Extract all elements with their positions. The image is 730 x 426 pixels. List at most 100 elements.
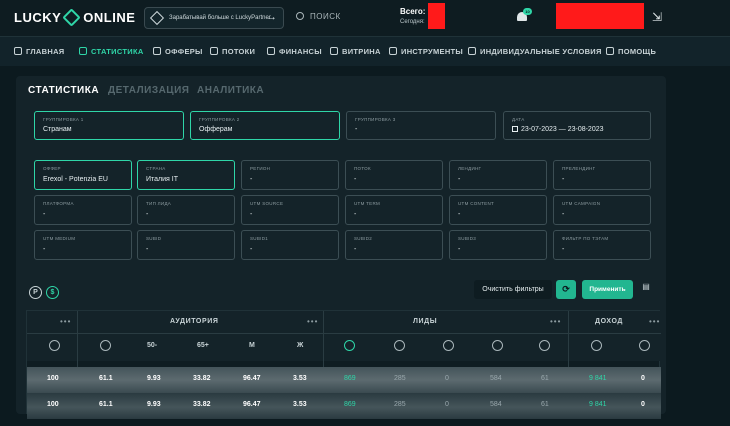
table-header: ••• АУДИТОРИЯ ••• ЛИДЫ ••• ДОХОД ••• 50-… — [27, 311, 661, 361]
column-menu-icon[interactable]: ••• — [60, 317, 72, 326]
filter-utm-content[interactable]: UTM CONTENT - — [449, 195, 547, 225]
balance-block: Всего: Сегодня: — [400, 6, 425, 28]
bell-shape — [517, 12, 527, 21]
filter-subid[interactable]: SUBID - — [137, 230, 235, 260]
leads-trash-icon — [539, 340, 550, 351]
filter-offer[interactable]: ОФФЕР Erexol - Potenzia EU — [34, 160, 132, 190]
group-header-revenue: ДОХОД — [595, 318, 623, 325]
help-icon — [606, 47, 614, 55]
logo-text-left: LUCKY — [14, 10, 62, 25]
diamond-icon — [149, 10, 165, 26]
notification-bell-icon[interactable]: 10 — [517, 8, 532, 22]
wallet-icon — [267, 47, 275, 55]
tools-icon — [389, 47, 397, 55]
grouping-3-select[interactable]: ГРУППИРОВКА 3 - — [346, 111, 496, 140]
flows-icon — [210, 47, 218, 55]
search-input[interactable]: ПОИСК — [296, 12, 341, 21]
nav-item-finance[interactable]: ФИНАНСЫ — [267, 47, 322, 56]
table-row[interactable]: 100 61.1 9.93 33.82 96.47 3.53 869 285 0… — [27, 393, 661, 419]
filter-utm-medium[interactable]: UTM MEDIUM - — [34, 230, 132, 260]
clear-filters-button[interactable]: Очистить фильтры — [474, 280, 552, 299]
apply-button[interactable]: Применить — [582, 280, 633, 299]
grouping-1-select[interactable]: ГРУППИРОВКА 1 Странам — [34, 111, 184, 140]
nav-item-statistics[interactable]: СТАТИСТИКА — [79, 47, 144, 56]
tab-statistics[interactable]: СТАТИСТИКА — [28, 85, 100, 96]
statistics-table: ••• АУДИТОРИЯ ••• ЛИДЫ ••• ДОХОД ••• 50-… — [26, 310, 661, 419]
filter-platform[interactable]: ПЛАТФОРМА - — [34, 195, 132, 225]
group-header-leads: ЛИДЫ — [413, 318, 438, 325]
leads-approved-icon — [394, 340, 405, 351]
main-nav: ГЛАВНАЯ СТАТИСТИКА ОФФЕРЫ ПОТОКИ ФИНАНСЫ… — [0, 36, 730, 66]
filter-subid3[interactable]: SUBID3- — [449, 230, 547, 260]
nav-item-home[interactable]: ГЛАВНАЯ — [14, 47, 64, 56]
column-menu-icon[interactable]: ••• — [649, 317, 661, 326]
search-label: ПОИСК — [310, 12, 341, 21]
leads-hold-icon — [443, 340, 454, 351]
leads-rejected-icon — [492, 340, 503, 351]
header-divider — [27, 333, 661, 334]
filter-subid2[interactable]: SUBID2- — [345, 230, 443, 260]
filter-country[interactable]: СТРАНА Италия IT — [137, 160, 235, 190]
redacted-user — [556, 3, 644, 29]
tab-analytics[interactable]: АНАЛИТИКА — [197, 85, 265, 96]
calendar-icon — [512, 126, 518, 132]
filter-lead-type[interactable]: ТИП ЛИДА - — [137, 195, 235, 225]
col-male: М — [249, 342, 255, 349]
filter-prelanding[interactable]: ПРЕЛЕНДИНГ - — [553, 160, 651, 190]
chart-icon — [79, 47, 87, 55]
filter-landing[interactable]: ЛЕНДИНГ - — [449, 160, 547, 190]
audience-chart-icon — [100, 340, 111, 351]
filter-utm-term[interactable]: UTM TERM - — [345, 195, 443, 225]
grid-icon — [14, 47, 22, 55]
revenue-hold-icon — [639, 340, 650, 351]
col-female: Ж — [297, 342, 304, 349]
notification-badge: 10 — [523, 8, 532, 15]
filter-subid1[interactable]: SUBID1- — [241, 230, 339, 260]
arrow-right-icon: → — [266, 11, 277, 23]
refresh-icon: ⟳ — [562, 284, 570, 294]
offers-icon — [153, 47, 161, 55]
balance-total-label: Всего: — [400, 7, 426, 16]
column-divider — [323, 311, 324, 415]
filter-flow[interactable]: ПОТОК - — [345, 160, 443, 190]
logo-text-right: ONLINE — [83, 10, 136, 25]
filter-utm-source[interactable]: UTM SOURCE - — [241, 195, 339, 225]
leads-total-icon — [344, 340, 355, 351]
redacted-balance — [428, 3, 445, 29]
showcase-icon — [330, 47, 338, 55]
logo[interactable]: LUCKY ONLINE — [14, 8, 136, 27]
date-range-picker[interactable]: ДАТА 23-07-2023 — 23-08-2023 — [503, 111, 651, 140]
promo-banner[interactable]: Зарабатывай больше с LuckyPartner → — [144, 7, 284, 29]
balance-today-label: Сегодня: — [400, 19, 425, 25]
nav-item-flows[interactable]: ПОТОКИ — [210, 47, 255, 56]
table-row[interactable]: 100 61.1 9.93 33.82 96.47 3.53 869 285 0… — [27, 367, 661, 393]
grouping-2-select[interactable]: ГРУППИРОВКА 2 Офферам — [190, 111, 340, 140]
search-icon — [296, 12, 304, 20]
tab-details[interactable]: ДЕТАЛИЗАЦИЯ — [108, 85, 190, 96]
col-age-65: 65+ — [197, 342, 209, 349]
currency-toggle-icon[interactable]: $ — [46, 286, 59, 299]
group-header-audience: АУДИТОРИЯ — [170, 318, 219, 325]
clicks-icon — [49, 340, 60, 351]
filter-region[interactable]: РЕГИОН - — [241, 160, 339, 190]
refresh-button[interactable]: ⟳ — [556, 280, 576, 299]
logo-mark-icon — [62, 8, 81, 27]
nav-item-offers[interactable]: ОФФЕРЫ — [153, 47, 203, 56]
promo-text: Зарабатывай больше с LuckyPartner — [169, 15, 271, 21]
star-icon — [468, 47, 476, 55]
column-divider — [77, 311, 78, 415]
top-header: LUCKY ONLINE Зарабатывай больше с LuckyPa… — [0, 0, 730, 36]
nav-item-showcase[interactable]: ВИТРИНА — [330, 47, 381, 56]
revenue-icon — [591, 340, 602, 351]
filter-utm-campaign[interactable]: UTM CAMPAIGN - — [553, 195, 651, 225]
nav-item-tools[interactable]: ИНСТРУМЕНТЫ — [389, 47, 463, 56]
logout-icon[interactable]: ⇲ — [652, 10, 663, 24]
filter-tags[interactable]: ФИЛЬТР ПО ТЭГАМ - — [553, 230, 651, 260]
export-icon[interactable]: ▤ — [642, 282, 650, 291]
percent-toggle-icon[interactable]: P — [29, 286, 42, 299]
column-menu-icon[interactable]: ••• — [550, 317, 562, 326]
nav-item-individual-terms[interactable]: ИНДИВИДУАЛЬНЫЕ УСЛОВИЯ — [468, 47, 602, 56]
col-age-50: 50- — [147, 342, 158, 349]
column-menu-icon[interactable]: ••• — [307, 317, 319, 326]
nav-item-help[interactable]: ПОМОЩЬ — [606, 47, 656, 56]
